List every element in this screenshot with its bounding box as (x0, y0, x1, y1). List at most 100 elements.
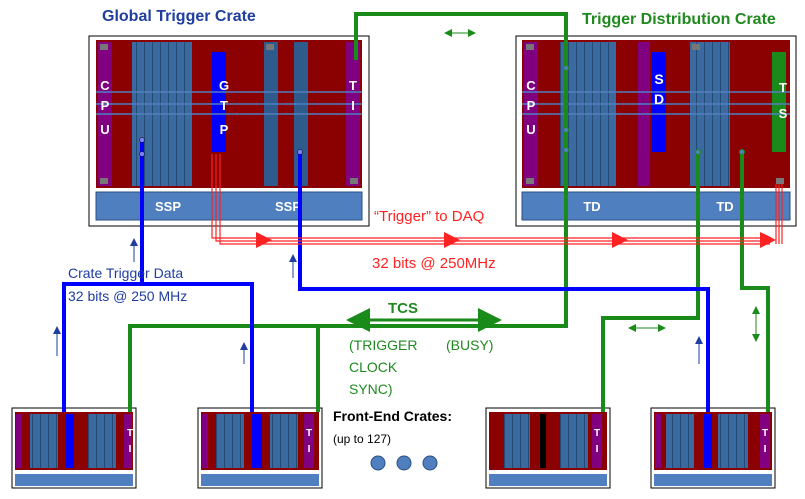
distribution-screw (526, 44, 534, 50)
distribution-cpu-letter-c: C (526, 78, 536, 93)
connector-dot (563, 127, 569, 133)
distribution-ts-letter-s: S (779, 106, 788, 121)
global-screw (100, 44, 108, 50)
more-crates-ellipsis (370, 455, 438, 471)
distribution-sd-letter-s: S (654, 71, 663, 87)
global-ti-letter-t: T (349, 78, 357, 93)
green-double-arrows (346, 29, 760, 342)
distribution-screw (776, 178, 784, 184)
crate-trigger-rate-label: 32 bits @ 250 MHz (68, 288, 187, 304)
global-base-label-ssp-1: SSP (155, 199, 181, 214)
global-crate-title: Global Trigger Crate (102, 8, 256, 25)
distribution-crate-base (521, 191, 791, 221)
front-end-modules-b (560, 414, 588, 468)
trigger-to-daq-label: “Trigger” to DAQ (374, 208, 484, 225)
front-end-crate-3: T I (485, 407, 611, 489)
front-end-cpu-module (16, 414, 22, 468)
trigger-rate-label: 32 bits @ 250MHz (372, 255, 496, 272)
global-ti-letter-i: I (351, 98, 355, 113)
tcs-signal-clock: CLOCK (349, 359, 398, 375)
global-trigger-crate: C P U G T P T I SSP SSP (88, 35, 370, 227)
trigger-to-daq-lines (211, 154, 783, 245)
connector-dot (739, 149, 745, 155)
front-end-ti-module (124, 414, 132, 468)
distribution-base-label-td-2: TD (716, 199, 733, 214)
connector-dot (297, 149, 303, 155)
front-end-crate-2: T I (197, 407, 323, 489)
front-end-crate-base (201, 474, 319, 486)
tcs-link-ti-to-td (354, 12, 568, 150)
front-end-modules-b (270, 414, 298, 468)
distribution-ts-module (772, 52, 786, 152)
front-end-ti-letter-t: T (127, 428, 133, 439)
front-end-modules-a (666, 414, 694, 468)
tcs-label: TCS (388, 300, 418, 317)
global-gtp-module (212, 52, 226, 152)
front-end-ti-module (760, 414, 770, 468)
distribution-ts-letter-t: T (779, 80, 787, 95)
global-cpu-letter-c: C (100, 78, 110, 93)
global-cpu-letter-p: P (101, 98, 110, 113)
distribution-crate-title: Trigger Distribution Crate (582, 11, 776, 28)
front-end-ti-letter-i: I (596, 444, 599, 455)
global-gtp-letter-p: P (220, 122, 229, 137)
connector-dot (139, 151, 145, 157)
connector-dot (563, 147, 569, 153)
front-end-modules-a (504, 414, 530, 468)
global-screw (100, 178, 108, 184)
trigger-line-1 (211, 154, 773, 243)
front-end-ti-letter-t: T (306, 428, 312, 439)
global-base-label-ssp-2: SSP (275, 199, 301, 214)
blue-up-arrows (53, 238, 703, 364)
front-end-ti-module (304, 414, 314, 468)
global-crate-base (95, 191, 363, 221)
global-cpu-letter-u: U (100, 122, 109, 137)
tcs-link-td-to-frontend-3 (601, 150, 700, 412)
global-screw (266, 44, 274, 50)
front-end-black-module (540, 414, 546, 468)
front-end-cpu-module (655, 414, 661, 468)
crate-trigger-data-label: Crate Trigger Data (68, 265, 183, 281)
front-end-blue-module (66, 414, 74, 468)
front-end-crate-base (15, 474, 133, 486)
global-screw (350, 178, 358, 184)
front-end-crates-title: Front-End Crates: (333, 408, 452, 424)
front-end-blue-module (252, 414, 262, 468)
tcs-link-td-to-frontend-4 (740, 150, 770, 412)
front-end-crate-4: T I (650, 407, 776, 489)
ellipsis-dot (422, 455, 438, 471)
ellipsis-dot (396, 455, 412, 471)
trigger-line-3 (219, 154, 770, 245)
distribution-sd-letter-d: D (654, 91, 664, 107)
ellipsis-dot (370, 455, 386, 471)
connector-dot (563, 65, 569, 71)
distribution-cpu-letter-p: P (527, 98, 536, 113)
front-end-ti-letter-i: I (129, 444, 132, 455)
distribution-screw (526, 178, 534, 184)
front-end-ti-letter-t: T (594, 428, 600, 439)
global-gtp-letter-g: G (219, 78, 229, 93)
data-link-frontend-4-to-ssp (298, 152, 710, 412)
front-end-modules-a (30, 414, 58, 468)
front-end-crates-count: (up to 127) (333, 432, 391, 446)
crate-trigger-data-lines (62, 140, 710, 412)
front-end-ti-module (592, 414, 602, 468)
front-end-modules-a (216, 414, 244, 468)
distribution-base-label-td-1: TD (583, 199, 600, 214)
distribution-sd-module (652, 52, 666, 152)
front-end-crate-1: T I (11, 407, 137, 489)
front-end-ti-letter-i: I (308, 444, 311, 455)
front-end-ti-letter-i: I (764, 444, 767, 455)
front-end-crate-base (489, 474, 607, 486)
front-end-cpu-module (202, 414, 208, 468)
global-gtp-letter-t: T (220, 98, 228, 113)
front-end-ti-letter-t: T (762, 428, 768, 439)
front-end-blue-module (704, 414, 712, 468)
connector-dot (139, 137, 145, 143)
tcs-signal-sync: SYNC) (349, 381, 393, 397)
connector-dot (695, 149, 701, 155)
data-link-frontend-1-to-ssp (62, 140, 144, 412)
front-end-modules-b (718, 414, 748, 468)
front-end-crate-base (654, 474, 772, 486)
